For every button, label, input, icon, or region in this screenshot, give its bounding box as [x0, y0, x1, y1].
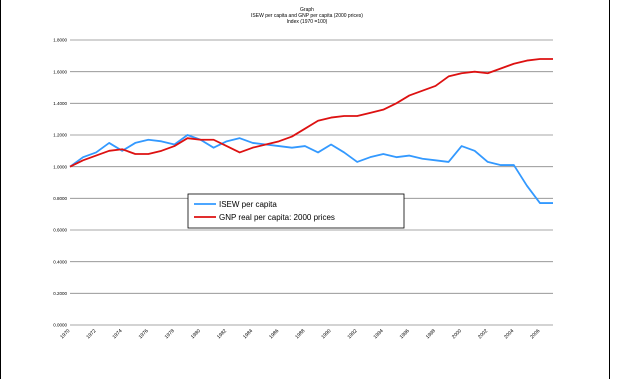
y-tick-label: 1.6000: [53, 69, 67, 74]
chart-title-line-3: Index (1970 =100): [287, 19, 328, 25]
y-tick-label: 1.2000: [53, 133, 67, 138]
x-tick-label: 1996: [399, 328, 411, 340]
x-tick-label: 1974: [112, 328, 124, 340]
y-tick-label: 0.0000: [53, 323, 67, 328]
x-tick-label: 1978: [164, 328, 176, 340]
x-tick-label: 1984: [242, 328, 254, 340]
chart-title-line-1: Graph: [300, 7, 314, 13]
chart-title-line-2: ISEW per capita and GNP per capita (2000…: [251, 13, 363, 19]
legend-box: [187, 193, 405, 229]
chart-title: Graph ISEW per capita and GNP per capita…: [251, 7, 363, 25]
x-axis: 1970 1972 1974 1976 1978 1980 1982 1984 1986 1988…: [59, 328, 541, 340]
x-tick-label: 1982: [216, 328, 228, 340]
series-lines: [69, 58, 553, 204]
y-tick-label: 0.4000: [53, 259, 67, 264]
legend-label: GNP real per capita: 2000 prices: [219, 213, 335, 222]
x-tick-label: 1990: [320, 328, 332, 340]
x-tick-label: 2006: [529, 328, 541, 340]
x-tick-label: 1994: [373, 328, 385, 340]
x-tick-label: 2000: [451, 328, 463, 340]
x-tick-label: 2002: [477, 328, 489, 340]
x-tick-label: 1976: [138, 328, 150, 340]
y-tick-label: 0.6000: [53, 228, 67, 233]
x-tick-label: 1972: [85, 328, 97, 340]
x-tick-label: 1986: [268, 328, 280, 340]
x-tick-label: 2004: [503, 328, 515, 340]
x-tick-label: 1988: [294, 328, 306, 340]
y-tick-label: 0.2000: [53, 291, 67, 296]
y-tick-label: 1.0000: [53, 164, 67, 169]
x-tick-label: 1980: [190, 328, 202, 340]
legend-label: ISEW per capita: [219, 200, 277, 209]
series-line-isew: [69, 134, 553, 204]
y-tick-label: 1.8000: [53, 38, 67, 43]
x-tick-label: 1998: [425, 328, 437, 340]
x-tick-label: 1970: [59, 328, 71, 340]
grid: [70, 39, 553, 326]
y-axis: 0.0000 0.2000 0.4000 0.6000 0.8000 1.0000 1.20…: [53, 38, 67, 328]
y-tick-label: 0.8000: [53, 196, 67, 201]
series-line-gnp: [69, 58, 553, 168]
y-tick-label: 1.4000: [53, 101, 67, 106]
x-tick-label: 1992: [346, 328, 358, 340]
legend: ISEW per capita GNP real per capita: 2000…: [187, 193, 405, 229]
